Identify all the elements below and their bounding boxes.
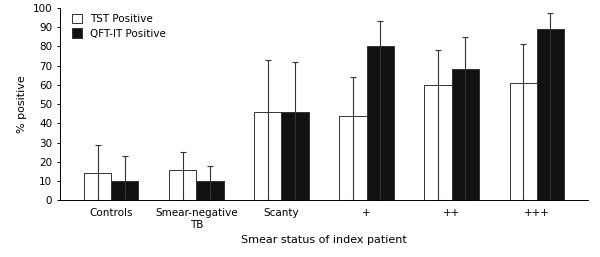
- Bar: [340, 116, 367, 200]
- Bar: [111, 181, 139, 200]
- Bar: [196, 181, 224, 200]
- Bar: [281, 112, 308, 200]
- Y-axis label: % positive: % positive: [17, 75, 27, 133]
- Bar: [509, 83, 537, 200]
- Bar: [537, 29, 564, 200]
- Bar: [452, 69, 479, 200]
- Bar: [424, 85, 452, 200]
- Legend: TST Positive, QFT-IT Positive: TST Positive, QFT-IT Positive: [67, 10, 170, 43]
- Bar: [169, 170, 196, 200]
- Bar: [254, 112, 281, 200]
- Bar: [367, 46, 394, 200]
- Bar: [84, 173, 111, 200]
- X-axis label: Smear status of index patient: Smear status of index patient: [241, 235, 407, 245]
